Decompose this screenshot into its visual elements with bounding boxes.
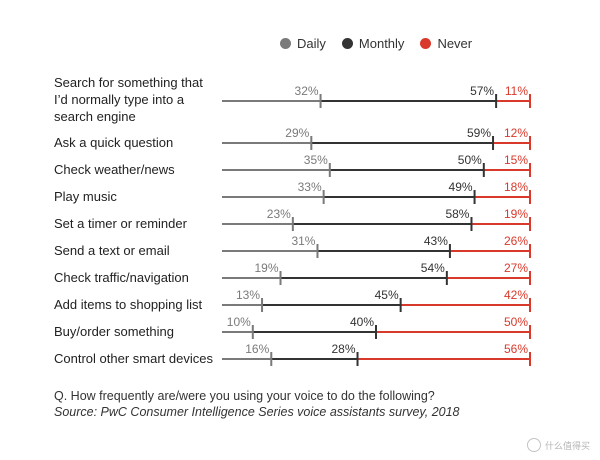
value-label-monthly: 50% — [458, 153, 482, 167]
source-text: Source: PwC Consumer Intelligence Series… — [54, 405, 460, 419]
value-label-daily: 13% — [236, 288, 260, 302]
category-label: Set a timer or reminder — [54, 216, 188, 231]
value-label-never: 12% — [504, 126, 528, 140]
legend-item-monthly: Monthly — [341, 36, 405, 51]
value-label-monthly: 43% — [424, 234, 448, 248]
category-label: Play music — [54, 189, 117, 204]
value-label-never: 27% — [504, 261, 528, 275]
value-label-monthly: 59% — [467, 126, 491, 140]
legend-label-daily: Daily — [297, 36, 326, 51]
value-label-never: 18% — [504, 180, 528, 194]
value-label-daily: 10% — [227, 315, 251, 329]
value-label-daily: 33% — [298, 180, 322, 194]
value-label-daily: 35% — [304, 153, 328, 167]
category-label: Control other smart devices — [54, 351, 213, 366]
legend-item-daily: Daily — [280, 36, 326, 51]
legend-label-never: Never — [437, 36, 473, 51]
watermark-logo-icon — [526, 438, 541, 452]
value-label-monthly: 45% — [375, 288, 399, 302]
category-label: Ask a quick question — [54, 135, 173, 150]
value-label-monthly: 40% — [350, 315, 374, 329]
watermark-text: 什么值得买 — [544, 440, 590, 451]
legend-dot-never — [420, 38, 432, 49]
value-label-daily: 29% — [285, 126, 309, 140]
value-label-daily: 19% — [254, 261, 278, 275]
legend: Daily Monthly Never — [280, 36, 488, 51]
value-label-never: 11% — [505, 84, 528, 98]
legend-dot-monthly — [341, 38, 353, 49]
value-label-daily: 23% — [267, 207, 291, 221]
value-label-never: 19% — [504, 207, 528, 221]
value-label-monthly: 54% — [421, 261, 445, 275]
question-text: Q. How frequently are/were you using you… — [54, 389, 435, 403]
category-label: Add items to shopping list — [54, 297, 203, 312]
category-label: Check traffic/navigation — [54, 270, 189, 285]
category-label: Buy/order something — [54, 324, 174, 339]
value-label-daily: 32% — [295, 84, 319, 98]
value-label-daily: 31% — [291, 234, 315, 248]
chart-svg: Search for something that I’d normally ty… — [54, 75, 531, 366]
value-label-daily: 16% — [245, 342, 269, 356]
legend-dot-daily — [280, 38, 291, 49]
legend-item-never: Never — [420, 36, 472, 51]
category-label: Send a text or email — [54, 243, 170, 258]
value-label-never: 42% — [504, 288, 528, 302]
value-label-never: 15% — [504, 153, 528, 167]
value-label-monthly: 57% — [470, 84, 494, 98]
value-label-monthly: 28% — [331, 342, 355, 356]
value-label-never: 56% — [504, 342, 528, 356]
watermark: 什么值得买 — [526, 438, 590, 452]
value-label-monthly: 49% — [449, 180, 473, 194]
category-label: Check weather/news — [54, 162, 175, 177]
value-label-monthly: 58% — [445, 207, 469, 221]
value-label-never: 50% — [504, 315, 528, 329]
category-label: Search for something that I’d normally ty… — [54, 75, 203, 124]
legend-label-monthly: Monthly — [358, 36, 405, 51]
value-label-never: 26% — [504, 234, 528, 248]
